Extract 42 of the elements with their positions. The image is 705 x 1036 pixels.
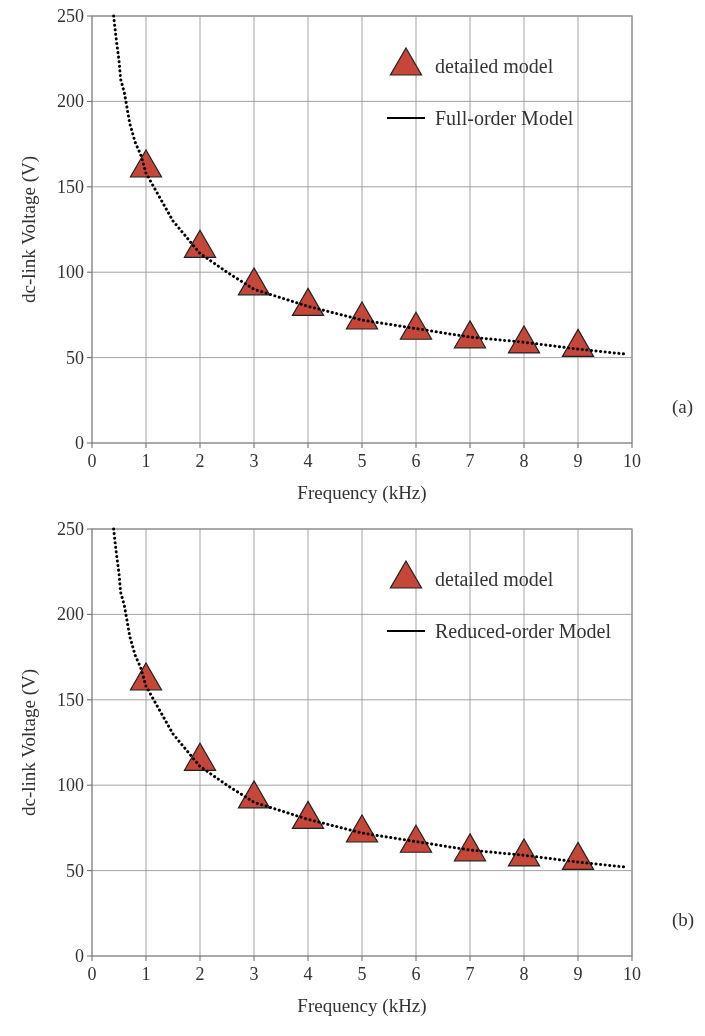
x-tick-label: 1 xyxy=(141,451,151,471)
y-tick-label: 150 xyxy=(57,689,84,710)
x-axis-title: Frequency (kHz) xyxy=(297,995,427,1017)
y-tick-label: 150 xyxy=(57,176,84,197)
x-tick-label: 5 xyxy=(357,451,367,471)
x-tick-label: 5 xyxy=(357,964,367,984)
y-axis-title: dc-link Voltage (V) xyxy=(18,155,40,304)
x-axis-title: Frequency (kHz) xyxy=(297,482,427,504)
x-tick-label: 7 xyxy=(465,451,475,471)
y-tick-label: 50 xyxy=(66,860,84,881)
x-tick-label: 9 xyxy=(573,964,583,984)
x-tick-label: 1 xyxy=(141,964,151,984)
y-tick-label: 50 xyxy=(66,347,84,368)
x-tick-label: 4 xyxy=(303,964,313,984)
x-tick-label: 10 xyxy=(623,964,641,984)
y-tick-label: 200 xyxy=(57,91,84,112)
x-tick-label: 9 xyxy=(573,451,583,471)
y-tick-label: 0 xyxy=(75,946,84,966)
y-tick-label: 100 xyxy=(57,262,84,283)
legend-label: detailed model xyxy=(435,55,554,77)
x-tick-label: 7 xyxy=(465,964,475,984)
x-tick-label: 6 xyxy=(411,964,421,984)
y-tick-label: 200 xyxy=(57,604,84,625)
legend-label: Full-order Model xyxy=(435,107,574,129)
text: (b) xyxy=(672,909,695,931)
legend-label: detailed model xyxy=(435,568,554,590)
x-tick-label: 6 xyxy=(411,451,421,471)
x-tick-label: 2 xyxy=(195,964,205,984)
x-tick-label: 3 xyxy=(249,451,259,471)
x-tick-label: 2 xyxy=(195,451,205,471)
x-tick-label: 8 xyxy=(519,964,529,984)
y-tick-label: 250 xyxy=(57,6,84,26)
y-tick-label: 250 xyxy=(57,519,84,539)
x-tick-label: 3 xyxy=(249,964,259,984)
y-axis-title: dc-link Voltage (V) xyxy=(18,668,40,817)
x-tick-label: 10 xyxy=(623,451,641,471)
y-tick-label: 100 xyxy=(57,775,84,796)
y-tick-label: 0 xyxy=(75,433,84,453)
x-tick-label: 8 xyxy=(519,451,529,471)
text: (a) xyxy=(672,396,694,418)
legend-label: Reduced-order Model xyxy=(435,620,612,642)
x-tick-label: 4 xyxy=(303,451,313,471)
